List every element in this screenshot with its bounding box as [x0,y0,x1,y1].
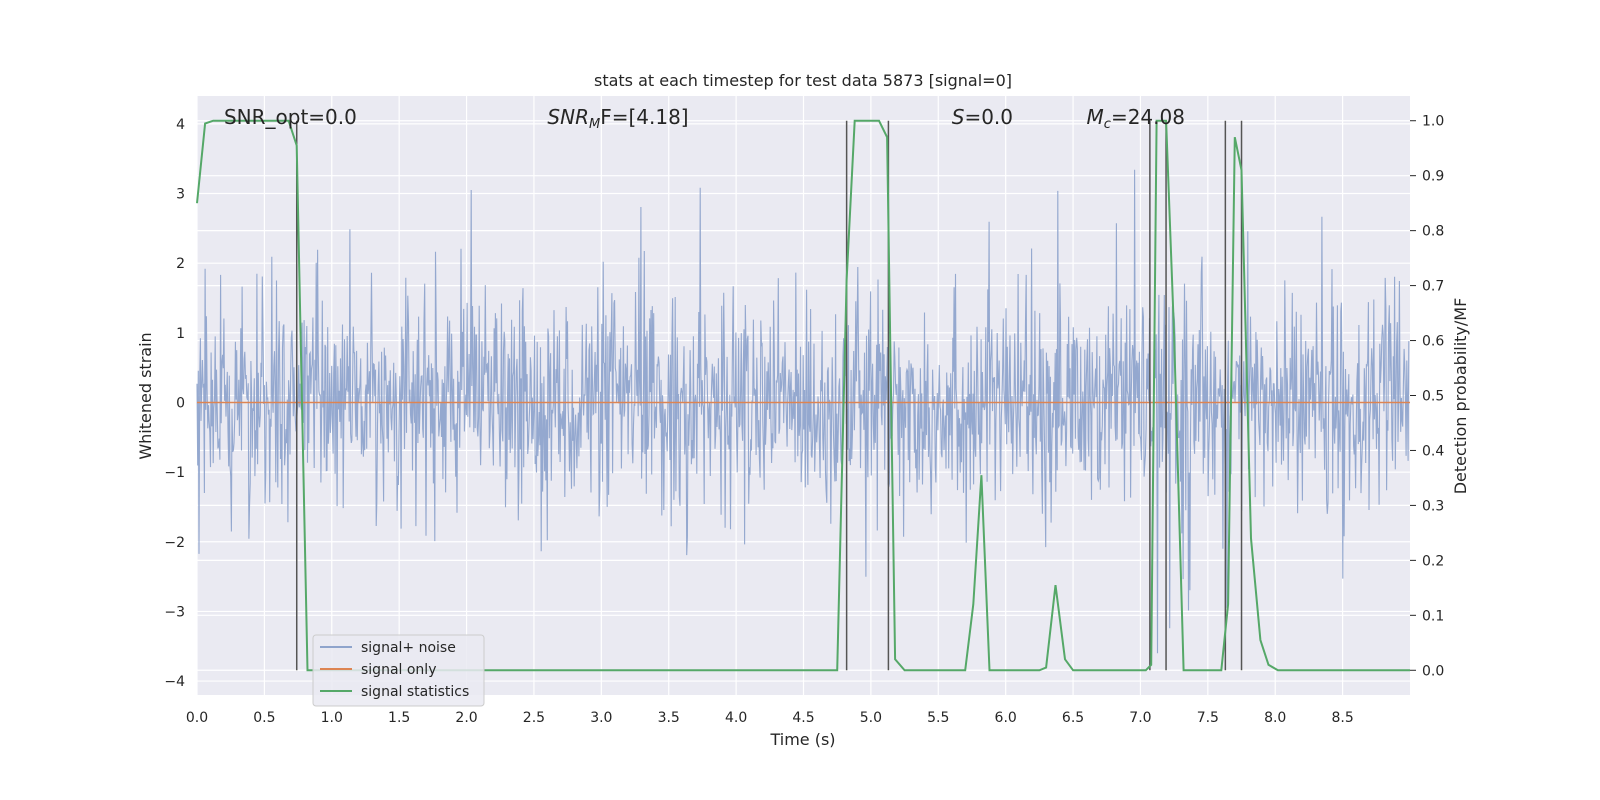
x-tick-label: 1.0 [321,710,343,726]
annotation-0: SNR_opt=0.0 [224,105,357,129]
y-ticks-left: −4 −3 −2 −1 0 1 2 3 4 [164,117,185,690]
x-tick-label: 7.5 [1197,710,1219,726]
y-tick-label-left: 4 [176,117,185,133]
y-axis-label-right: Detection probability/MF [1451,298,1470,495]
x-tick-label: 3.5 [658,710,680,726]
x-tick-label: 8.0 [1264,710,1286,726]
x-tick-label: 4.0 [725,710,747,726]
legend-label-signal: signal only [361,662,436,678]
y-tick-label-left: 0 [176,395,185,411]
y-tick-label-right: 0.3 [1422,498,1444,514]
x-ticks: 0.0 0.5 1.0 1.5 2.0 2.5 3.0 3.5 4.0 4.5 5.0 5.5 6.0 6… [186,710,1354,726]
legend-label-noise: signal+ noise [361,640,456,656]
y-tick-label-right: 0.1 [1422,608,1444,624]
x-tick-label: 1.5 [388,710,410,726]
x-tick-label: 5.5 [927,710,949,726]
x-tick-label: 5.0 [860,710,882,726]
y-tick-label-right: 0.5 [1422,389,1444,405]
y-tick-label-left: −3 [164,604,185,620]
chart-title: stats at each timestep for test data 587… [594,71,1012,90]
y-tick-label-left: 2 [176,256,185,272]
x-tick-label: 7.0 [1129,710,1151,726]
y-tick-label-left: −4 [164,674,185,690]
y-tick-label-right: 0.4 [1422,443,1444,459]
x-tick-label: 0.5 [253,710,275,726]
y-tick-label-right: 0.0 [1422,663,1444,679]
annotation-2: S=0.0 [952,105,1013,129]
x-tick-label: 6.0 [995,710,1017,726]
y-tick-label-right: 1.0 [1422,114,1444,130]
annotation-1: SNRMF=[4.18] [547,105,688,132]
y-tick-label-left: 3 [176,187,185,203]
x-tick-label: 2.0 [455,710,477,726]
y-axis-label-left: Whitened strain [136,332,155,459]
y-tick-label-right: 0.8 [1422,224,1444,240]
legend-box [312,634,485,707]
x-tick-label: 4.5 [792,710,814,726]
y-tick-label-right: 0.6 [1422,334,1444,350]
y-tick-label-right: 0.7 [1422,279,1444,295]
legend: signal+ noise signal only signal statist… [312,634,485,707]
annotation-3: Mc=24.08 [1087,105,1185,132]
y-tick-label-left: −1 [164,465,185,481]
x-tick-label: 2.5 [523,710,545,726]
annotations: SNR_opt=0.0 SNRMF=[4.18] S=0.0 Mc=24.08 [224,105,1185,132]
y-tick-label-left: 1 [176,326,185,342]
x-tick-label: 6.5 [1062,710,1084,726]
legend-label-stats: signal statistics [361,684,469,700]
y-ticks-right: 0.0 0.1 0.2 0.3 0.4 0.5 0.6 0.7 0.8 0.9 1.0 [1410,114,1444,679]
y-tick-label-right: 0.9 [1422,169,1444,185]
y-tick-label-left: −2 [164,535,185,551]
y-tick-label-right: 0.2 [1422,553,1444,569]
x-tick-label: 0.0 [186,710,208,726]
x-axis-label: Time (s) [769,730,835,749]
x-tick-label: 8.5 [1331,710,1353,726]
x-tick-label: 3.0 [590,710,612,726]
